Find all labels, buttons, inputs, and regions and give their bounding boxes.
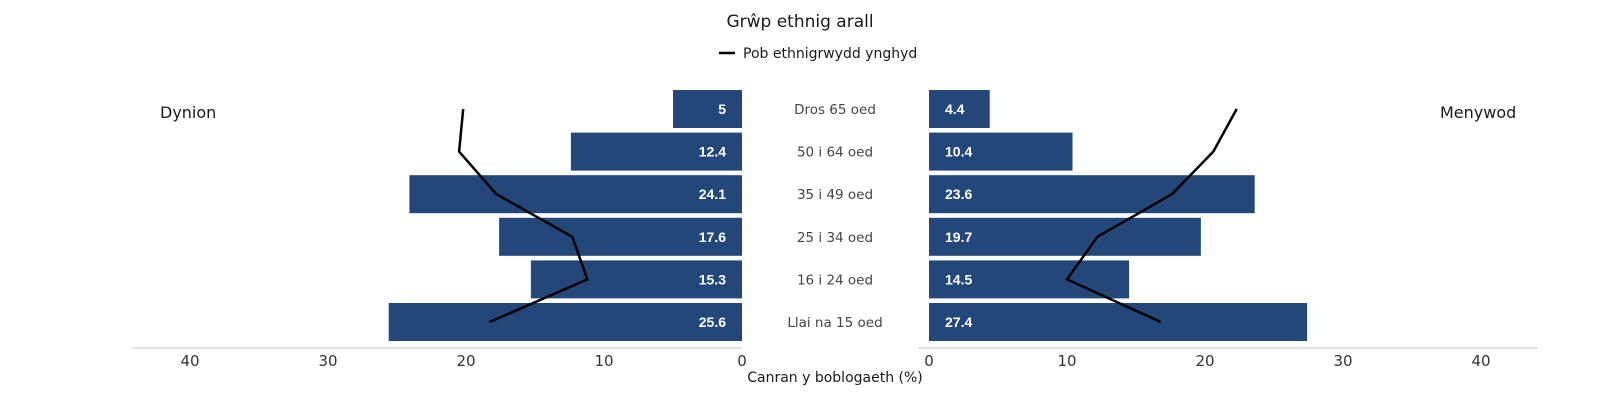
x-axis-label: Canran y boblogaeth (%) — [747, 370, 923, 386]
value-label-men-5: 25.6 — [699, 314, 726, 330]
bar-women-3 — [929, 217, 1201, 256]
category-label-0: Dros 65 oed — [794, 102, 876, 118]
right-bars: 4.4 10.4 23.6 19.7 14.5 27.4 — [929, 90, 1308, 341]
category-label-1: 50 i 64 oed — [797, 145, 873, 161]
category-label-3: 25 i 34 oed — [797, 230, 873, 246]
value-label-women-0: 4.4 — [945, 101, 965, 117]
tick-label-right-2: 20 — [1195, 352, 1214, 370]
value-label-men-4: 15.3 — [699, 271, 726, 287]
value-label-men-2: 24.1 — [699, 186, 726, 202]
value-label-women-2: 23.6 — [945, 186, 972, 202]
chart-title: Grŵp ethnig arall — [726, 12, 873, 32]
value-label-women-3: 19.7 — [945, 229, 972, 245]
left-bars: 5 12.4 24.1 17.6 15.3 25.6 — [388, 90, 742, 341]
legend: Pob ethnigrwydd ynghyd — [719, 46, 917, 62]
bar-men-1 — [570, 132, 742, 171]
bar-men-2 — [409, 175, 742, 214]
bar-men-5 — [388, 303, 742, 341]
tick-label-left-0: 0 — [737, 352, 747, 370]
reference-line-men — [457, 108, 589, 324]
bar-men-4 — [530, 260, 742, 299]
reference-line-women — [1065, 108, 1238, 324]
reference-lines — [457, 108, 1238, 324]
left-panel-label: Dynion — [160, 103, 216, 122]
value-label-women-5: 27.4 — [945, 314, 972, 330]
tick-label-right-4: 40 — [1471, 352, 1490, 370]
category-label-4: 16 i 24 oed — [797, 272, 873, 288]
value-label-women-4: 14.5 — [945, 271, 972, 287]
category-label-2: 35 i 49 oed — [797, 187, 873, 203]
tick-label-left-3: 30 — [318, 352, 337, 370]
tick-label-right-1: 10 — [1057, 352, 1076, 370]
bar-women-1 — [929, 132, 1073, 171]
x-axis-ticks: 0 0 10 10 20 20 30 30 40 40 — [180, 352, 1490, 370]
category-label-5: Llai na 15 oed — [787, 315, 882, 331]
bar-men-0 — [673, 90, 742, 128]
bar-women-5 — [929, 303, 1308, 341]
tick-label-left-1: 10 — [594, 352, 613, 370]
bar-men-3 — [499, 217, 742, 256]
value-label-men-3: 17.6 — [699, 229, 726, 245]
category-labels: Dros 65 oed 50 i 64 oed 35 i 49 oed 25 i 34… — [787, 102, 882, 331]
value-label-women-1: 10.4 — [945, 144, 972, 160]
bar-women-0 — [929, 90, 990, 128]
legend-label: Pob ethnigrwydd ynghyd — [743, 46, 917, 62]
tick-label-left-2: 20 — [456, 352, 475, 370]
value-label-men-0: 5 — [718, 101, 726, 117]
bar-women-2 — [929, 175, 1255, 214]
value-label-men-1: 12.4 — [699, 144, 726, 160]
tick-label-right-0: 0 — [924, 352, 934, 370]
tick-label-right-3: 30 — [1333, 352, 1352, 370]
tick-label-left-4: 40 — [180, 352, 199, 370]
right-panel-label: Menywod — [1440, 103, 1516, 122]
